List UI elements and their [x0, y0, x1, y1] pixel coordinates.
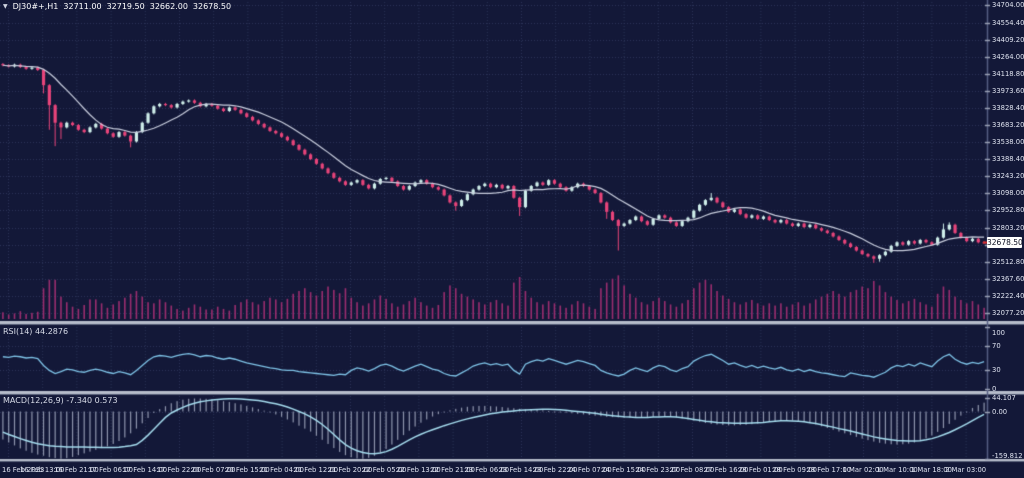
time-axis-label: 22 Feb 21:00 — [430, 466, 475, 474]
price-axis-label: 32367.60 — [992, 274, 1024, 283]
time-axis-label: 1 Mar 10:00 — [876, 466, 918, 474]
ohlc-low-value: 32662.00 — [149, 2, 188, 11]
price-axis-label: 32803.20 — [992, 223, 1024, 232]
time-axis-label: 22 Feb 13:00 — [396, 466, 441, 474]
price-axis-label: 33683.20 — [992, 120, 1024, 129]
time-axis-label: 21 Feb 04:00 — [259, 466, 304, 474]
time-axis-label: 23 Feb 06:00 — [464, 466, 510, 474]
price-axis-label: 34264.00 — [992, 52, 1024, 61]
rsi-axis-label: 0 — [992, 385, 997, 393]
rsi-axis-label: 70 — [992, 341, 1001, 350]
macd-axis-label: 44.107 — [992, 394, 1016, 403]
price-axis-label: 34704.00 — [992, 1, 1024, 9]
time-axis-label: 2 Mar 03:00 — [945, 466, 987, 474]
ohlc-close-value: 32678.50 — [192, 2, 232, 11]
price-axis-label: 34409.20 — [992, 35, 1024, 44]
price-axis-label: 33243.20 — [992, 172, 1024, 181]
time-axis-label: 17 Feb 14:00 — [122, 466, 168, 474]
price-axis-label: 33973.60 — [992, 86, 1024, 95]
time-axis-label: 16 Feb 2023 — [2, 466, 45, 474]
price-axis-label: 32222.40 — [992, 291, 1024, 300]
macd-value: -7.340 0.573 — [66, 396, 118, 405]
price-axis-label: 34554.40 — [992, 18, 1024, 27]
time-axis-label: 28 Feb 01:00 — [738, 466, 783, 474]
time-axis-label: 16 Feb 21:00 — [54, 466, 99, 474]
time-axis-label: 23 Feb 14:00 — [498, 466, 544, 474]
time-axis-label: 24 Feb 15:00 — [601, 466, 646, 474]
price-axis-label: 32077.20 — [992, 309, 1024, 317]
time-axis-label: 1 Mar 18:00 — [910, 466, 952, 474]
macd-name: MACD(12,26,9) — [3, 396, 64, 405]
time-axis-label: 21 Feb 12:00 — [293, 466, 339, 474]
ohlc-high-value: 32719.50 — [106, 2, 145, 11]
rsi-name: RSI(14) — [3, 327, 33, 336]
ohlc-open-value: 32711.00 — [63, 2, 102, 11]
current-price-tag: 32678.50 — [987, 236, 1023, 248]
time-axis-label: 16 Feb 13:00 — [19, 466, 65, 474]
macd-axis-label: 0.00 — [992, 407, 1008, 416]
time-axis-label: 27 Feb 08:00 — [669, 466, 715, 474]
time-axis-label: 21 Feb 20:00 — [327, 466, 373, 474]
time-axis-label: 20 Feb 07:00 — [190, 466, 236, 474]
time-axis-label: 1 Mar 02:00 — [842, 466, 884, 474]
time-axis-label: 28 Feb 17:00 — [806, 466, 852, 474]
price-axis-label: 32952.80 — [992, 206, 1024, 215]
time-axis-label: 27 Feb 16:00 — [703, 466, 749, 474]
rsi-axis-label: 100 — [992, 329, 1005, 337]
price-axis-label: 32512.80 — [992, 257, 1024, 266]
time-axis-label: 17 Feb 06:00 — [88, 466, 133, 474]
price-axis-label: 33098.00 — [992, 189, 1024, 198]
price-axis-label: 33828.40 — [992, 103, 1024, 112]
time-axis-label: 22 Feb 05:00 — [361, 466, 407, 474]
macd-indicator-label: MACD(12,26,9) -7.340 0.573 — [3, 396, 118, 405]
rsi-indicator-label: RSI(14) 44.2876 — [3, 327, 68, 336]
price-axis-label: 33388.40 — [992, 155, 1024, 164]
rsi-axis-label: 30 — [992, 366, 1001, 375]
time-axis-label: 17 Feb 22:00 — [156, 466, 202, 474]
time-axis-label: 20 Feb 15:00 — [225, 466, 270, 474]
macd-axis-label: -159.812 — [992, 452, 1023, 460]
symbol-timeframe-label: DJ30#+,H1 — [12, 2, 59, 11]
chart-title-bar: ▼ DJ30#+,H1 32711.00 32719.50 32662.00 3… — [3, 2, 231, 11]
symbol-dropdown-icon[interactable]: ▼ — [3, 2, 8, 10]
time-axis-label: 28 Feb 09:00 — [772, 466, 817, 474]
time-axis-label: 24 Feb 23:00 — [635, 466, 681, 474]
price-axis-label: 33538.00 — [992, 137, 1024, 146]
time-axis-label: 24 Feb 07:00 — [567, 466, 612, 474]
time-axis-label: 23 Feb 22:00 — [532, 466, 578, 474]
price-axis-label: 34118.80 — [992, 69, 1024, 78]
rsi-value: 44.2876 — [34, 327, 69, 336]
